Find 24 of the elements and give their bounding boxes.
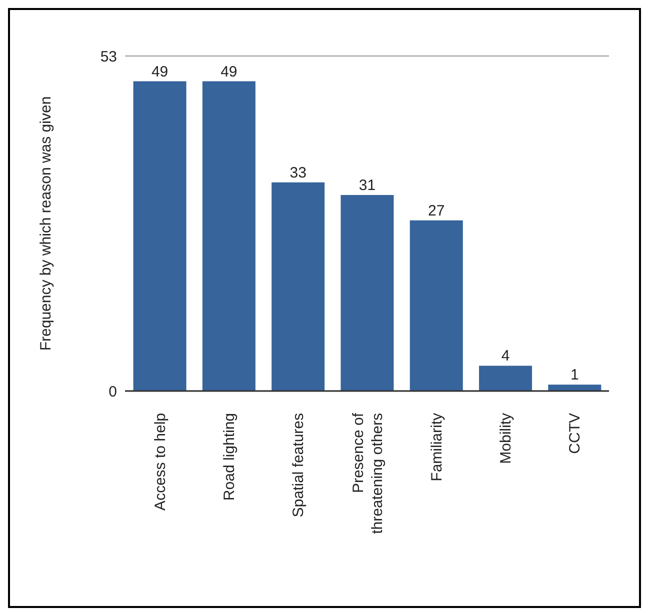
y-axis-title: Frequency by which reason was given — [37, 96, 54, 351]
x-tick-label: Presence of threatening others — [350, 412, 386, 534]
data-label: 4 — [501, 348, 510, 365]
x-tick-label: Road lighting — [220, 413, 238, 501]
bar — [410, 220, 463, 391]
bar — [133, 81, 186, 391]
x-tick-label: Familiarity — [428, 412, 446, 482]
x-tick-label: CCTV — [566, 413, 584, 454]
data-label: 27 — [428, 202, 445, 220]
bar — [272, 182, 325, 391]
bar — [202, 81, 256, 391]
x-tick-label: Spatial features — [290, 413, 308, 518]
bar — [479, 366, 532, 391]
data-label: 33 — [290, 164, 306, 182]
data-label: 1 — [570, 366, 579, 384]
data-label: 49 — [151, 63, 168, 80]
x-tick-label: Access to help — [152, 413, 169, 511]
bar — [548, 384, 602, 391]
y-tick-label: 53 — [100, 48, 117, 66]
data-label: 49 — [220, 63, 238, 80]
x-tick-label: Mobility — [498, 412, 515, 464]
data-label: 31 — [358, 177, 376, 194]
bar — [340, 195, 394, 391]
y-tick-label: 0 — [108, 383, 117, 400]
